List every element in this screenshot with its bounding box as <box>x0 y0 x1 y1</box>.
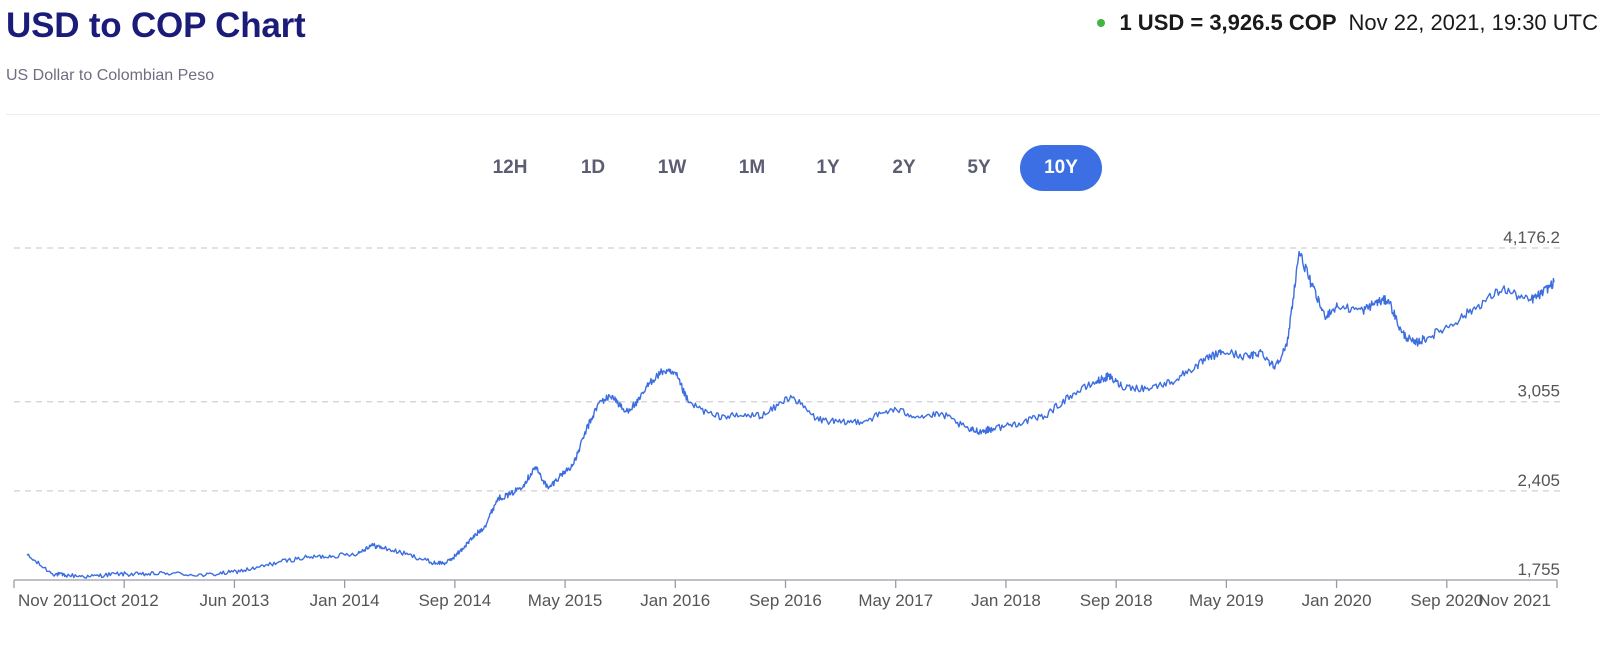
rate-quote: 1 USD = 3,926.5 COP <box>1119 10 1337 35</box>
y-tick-label: 1,755 <box>1517 560 1560 579</box>
range-button-10y[interactable]: 10Y <box>1020 145 1102 191</box>
x-tick-label: Sep 2018 <box>1080 591 1153 610</box>
range-button-2y[interactable]: 2Y <box>892 157 916 178</box>
range-button-5y[interactable]: 5Y <box>967 157 991 178</box>
exchange-rate-chart[interactable]: 1,755 2,405 3,055 4,176.2 Nov 2011 Oct 2012 J… <box>0 210 1600 630</box>
range-button-1d[interactable]: 1D <box>580 157 606 178</box>
header-divider <box>6 114 1600 115</box>
x-tick-label: Nov 2021 <box>1478 591 1551 610</box>
y-tick-label: 3,055 <box>1517 382 1560 401</box>
x-tick-label: Sep 2020 <box>1410 591 1483 610</box>
time-range-selector: 12H 1D 1W 1M 1Y 2Y 5Y 10Y <box>0 145 1600 191</box>
x-tick-label: Oct 2012 <box>90 591 159 610</box>
chart-gridlines <box>14 247 1560 492</box>
range-button-1w[interactable]: 1W <box>657 157 687 178</box>
rate-summary: 1 USD = 3,926.5 COP Nov 22, 2021, 19:30 … <box>1097 10 1598 36</box>
x-tick-label: Jan 2018 <box>971 591 1041 610</box>
range-button-1y[interactable]: 1Y <box>816 157 840 178</box>
live-status-dot-icon <box>1097 19 1106 27</box>
x-tick-label: May 2019 <box>1189 591 1264 610</box>
x-tick-label: Nov 2011 <box>18 591 90 610</box>
y-tick-label: 2,405 <box>1517 471 1560 490</box>
rate-timestamp: Nov 22, 2021, 19:30 UTC <box>1348 10 1598 35</box>
page-subtitle: US Dollar to Colombian Peso <box>6 67 215 84</box>
chart-series <box>26 250 1555 579</box>
x-axis-ticks: Nov 2011 Oct 2012 Jun 2013 Jan 2014 Sep 2014… <box>13 580 1558 610</box>
x-tick-label: Sep 2016 <box>749 591 822 610</box>
x-tick-label: Jan 2014 <box>310 591 380 610</box>
x-tick-label: May 2017 <box>858 591 933 610</box>
x-tick-label: Sep 2014 <box>418 591 491 610</box>
range-button-1m[interactable]: 1M <box>738 157 766 178</box>
x-tick-label: Jan 2016 <box>640 591 710 610</box>
series-line-usd-cop <box>26 250 1555 579</box>
y-axis-ticks: 1,755 2,405 3,055 4,176.2 <box>1503 228 1560 579</box>
x-tick-label: Jun 2013 <box>199 591 269 610</box>
y-tick-label: 4,176.2 <box>1503 228 1560 247</box>
x-tick-label: Jan 2020 <box>1302 591 1372 610</box>
x-tick-label: May 2015 <box>528 591 603 610</box>
range-button-12h[interactable]: 12H <box>492 157 528 178</box>
page-title: USD to COP Chart <box>6 6 306 45</box>
